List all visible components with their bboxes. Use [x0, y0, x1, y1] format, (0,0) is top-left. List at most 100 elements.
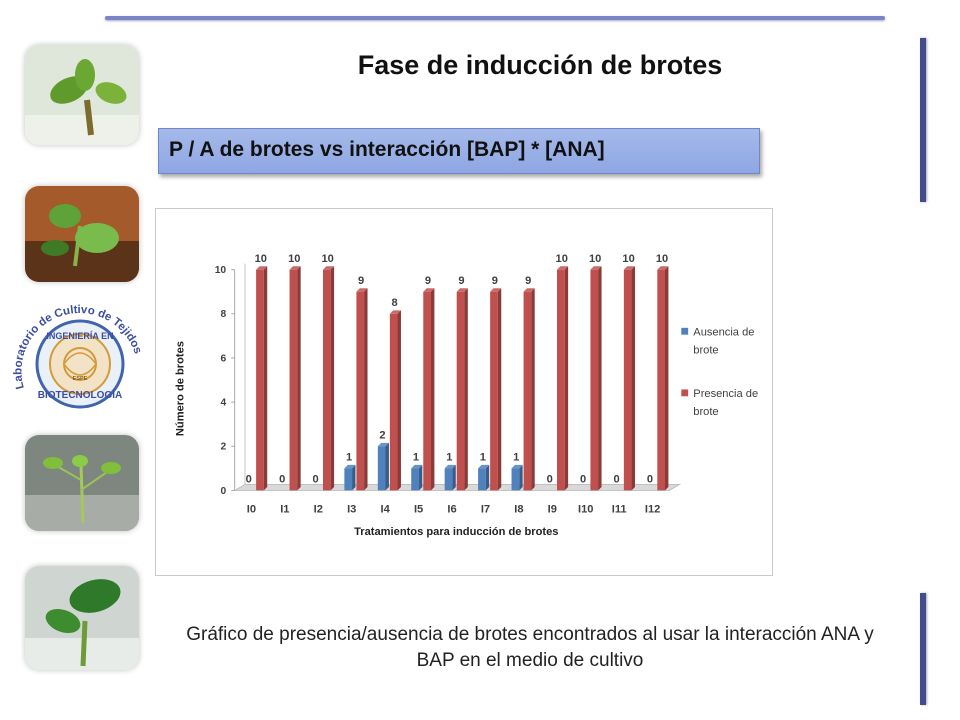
logo-seal-text: ESPE	[73, 376, 88, 382]
y-tick-label: 10	[215, 265, 227, 276]
data-label: 10	[556, 253, 568, 265]
bar-top	[289, 266, 301, 270]
x-axis-title: Tratamientos para inducción de brotes	[354, 526, 558, 538]
bar-side	[418, 464, 423, 491]
chart-frame: 0 2 4 6 8 10 0 10 I0 0 10 I1 0 10 I2 1 9 I3 2 8 I4 1 9 I5 1 9 I6 1 9…	[155, 208, 773, 576]
x-tick-label: I6	[447, 504, 456, 516]
bar-presencia	[456, 291, 465, 491]
x-tick-label: I12	[645, 504, 660, 516]
legend-label: Ausencia de brote	[693, 327, 754, 357]
bar-presencia	[557, 269, 565, 491]
bar-presencia	[289, 269, 298, 491]
data-label: 0	[580, 474, 586, 486]
bar-presencia	[423, 291, 431, 491]
y-tick-label: 6	[220, 353, 226, 364]
bar-ausencia	[511, 468, 520, 491]
bar-top	[344, 464, 356, 469]
y-tick-label: 8	[220, 309, 226, 320]
data-label: 9	[525, 275, 531, 287]
data-label: 8	[391, 297, 397, 309]
bar-presencia	[523, 291, 532, 491]
bar-side	[519, 464, 523, 491]
lab-logo: Laboratorio de Cultivo de Tejidos INGENI…	[10, 292, 150, 422]
bar-ausencia	[444, 468, 453, 491]
x-tick-label: I11	[612, 504, 627, 516]
data-label: 1	[346, 452, 352, 464]
bar-top	[389, 310, 401, 314]
bar-side	[364, 288, 368, 491]
data-label: 0	[613, 474, 619, 486]
y-tick-label: 0	[220, 486, 226, 497]
bar-side	[497, 288, 502, 491]
data-label: 9	[425, 275, 431, 287]
bar-chart: 0246810010I0010I1010I219I328I419I519I619…	[174, 253, 758, 538]
data-label: 9	[358, 275, 364, 287]
figure-caption: Gráfico de presencia/ausencia de brotes …	[186, 624, 874, 671]
x-tick-label: I2	[314, 504, 323, 516]
logo-bottom-text: BIOTECNOLOGÍA	[38, 388, 122, 401]
bar-side	[564, 266, 569, 491]
bar-ausencia	[411, 468, 419, 491]
bar-side	[430, 288, 435, 491]
bar-top	[377, 442, 389, 447]
data-label: 0	[313, 474, 319, 486]
plant-photo-2	[25, 186, 139, 282]
bar-presencia	[623, 269, 632, 491]
data-label: 0	[547, 474, 553, 486]
x-tick-label: I9	[548, 504, 557, 516]
bar-top	[411, 464, 423, 469]
bar-top	[444, 464, 456, 469]
subtitle-text: P / A de brotes vs interacción [BAP] * […	[169, 138, 605, 161]
data-label: 9	[458, 275, 464, 287]
data-label: 10	[255, 253, 267, 265]
slide-title: Fase de inducción de brotes	[357, 50, 723, 80]
bar-side	[664, 266, 669, 491]
bar-top	[490, 288, 502, 292]
data-label: 9	[492, 275, 498, 287]
subtitle-banner: P / A de brotes vs interacción [BAP] * […	[158, 128, 760, 174]
right-accent-bar-bottom	[920, 593, 926, 705]
bar-side	[330, 266, 335, 491]
bar-top	[256, 266, 268, 270]
x-tick-label: I0	[247, 504, 256, 516]
bar-side	[397, 310, 401, 491]
y-tick-label: 2	[220, 442, 226, 453]
plant-photo-1	[25, 45, 139, 145]
plant-photo-4	[25, 566, 139, 670]
bar-presencia	[389, 313, 398, 491]
data-label: 2	[379, 430, 385, 442]
x-tick-label: I4	[381, 504, 391, 516]
data-label: 0	[279, 474, 285, 486]
y-axis-title: Número de brotes	[174, 341, 186, 436]
bar-side	[485, 464, 490, 491]
bar-top	[322, 266, 335, 270]
top-accent-rule	[105, 16, 885, 20]
bar-presencia	[657, 269, 665, 491]
data-label: 10	[288, 253, 300, 265]
logo-top-text: INGENIERÍA EN	[46, 331, 113, 341]
bar-side	[531, 288, 535, 491]
bar-top	[511, 464, 523, 469]
bar-side	[598, 266, 602, 491]
x-tick-label: I10	[578, 504, 593, 516]
x-tick-label: I1	[280, 504, 289, 516]
plant-photo-3	[25, 435, 139, 531]
x-tick-label: I3	[347, 504, 356, 516]
x-tick-label: I5	[414, 504, 423, 516]
bar-top	[623, 266, 635, 270]
bar-side	[385, 442, 389, 491]
bar-ausencia	[377, 446, 386, 491]
x-tick-label: I7	[481, 504, 490, 516]
data-label: 0	[246, 474, 252, 486]
legend-label: Presencia de brote	[693, 388, 758, 418]
bar-presencia	[356, 291, 365, 491]
bar-presencia	[322, 269, 331, 491]
data-label: 1	[480, 452, 486, 464]
y-tick-label: 4	[220, 398, 226, 409]
x-tick-label: I8	[514, 504, 523, 516]
bar-side	[352, 464, 356, 491]
right-accent-bar-top	[920, 38, 926, 202]
bar-top	[478, 464, 490, 469]
data-label: 10	[656, 253, 668, 265]
bar-side	[452, 464, 456, 491]
